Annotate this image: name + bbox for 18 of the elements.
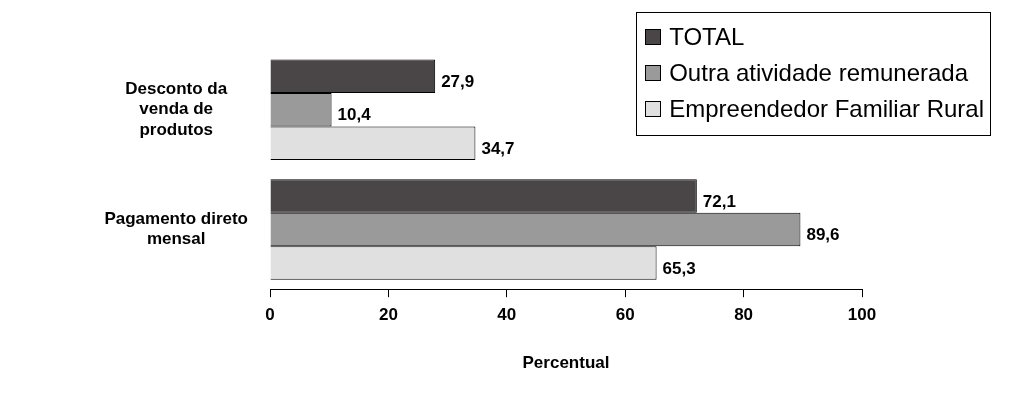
legend-label: Outra atividade remunerada [669, 59, 969, 87]
data-label: 34,7 [481, 138, 515, 158]
y-tick-label: Desconto da venda de produtos [125, 79, 228, 139]
x-axis-title: Percentual [522, 353, 610, 373]
y-tick-label: Pagamento direto mensal [104, 208, 249, 249]
data-label: 72,1 [702, 191, 736, 211]
x-tick-label: 60 [615, 305, 635, 325]
x-tick-label: 100 [847, 305, 877, 325]
data-label: 10,4 [337, 105, 372, 125]
x-tick-label: 0 [265, 305, 275, 325]
data-label: 65,3 [662, 258, 696, 278]
legend-label: TOTAL [669, 23, 745, 51]
x-tick-label: 20 [378, 305, 398, 325]
legend-label: Empreendedor Familiar Rural [669, 95, 984, 123]
data-label: 89,6 [806, 225, 840, 245]
x-tick-label: 80 [734, 305, 754, 325]
x-tick-label: 40 [497, 305, 517, 325]
data-label: 27,9 [441, 72, 475, 91]
